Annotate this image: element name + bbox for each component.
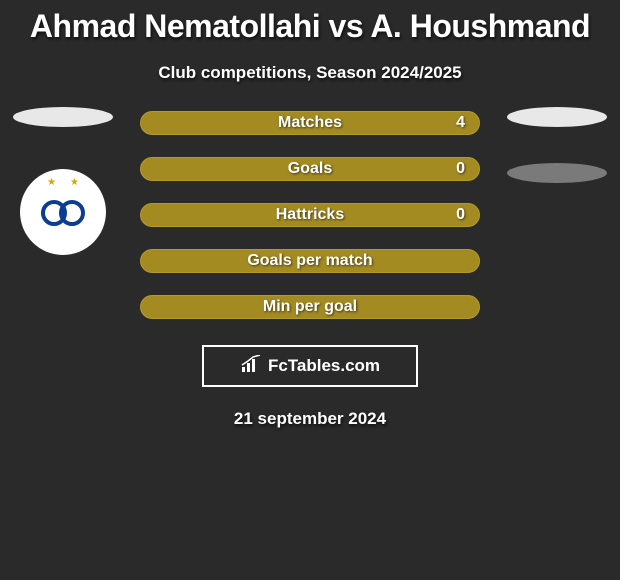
player-right-silhouette [507, 107, 607, 127]
player-right-column [502, 107, 612, 183]
chart-icon [240, 355, 262, 378]
stat-label: Matches [141, 114, 479, 132]
club-rings-icon [40, 199, 86, 227]
comparison-content: ★★ Matches 4 Goals 0 Hattricks [0, 111, 620, 429]
stat-label: Goals per match [141, 252, 479, 270]
stat-row: Min per goal [140, 295, 480, 319]
stat-label: Min per goal [141, 298, 479, 316]
stat-row: Matches 4 [140, 111, 480, 135]
stat-row: Hattricks 0 [140, 203, 480, 227]
stat-label: Hattricks [141, 206, 479, 224]
player-left-silhouette [13, 107, 113, 127]
stats-list: Matches 4 Goals 0 Hattricks 0 Goals per … [140, 111, 480, 319]
stat-right-value: 0 [456, 206, 465, 224]
stat-label: Goals [141, 160, 479, 178]
page-title: Ahmad Nematollahi vs A. Houshmand [30, 8, 590, 45]
branding-text: FcTables.com [268, 356, 380, 376]
subtitle: Club competitions, Season 2024/2025 [158, 63, 461, 83]
club-right-placeholder [507, 163, 607, 183]
player-left-column: ★★ [8, 107, 118, 255]
stat-row: Goals per match [140, 249, 480, 273]
club-left-logo: ★★ [20, 169, 106, 255]
stat-right-value: 4 [456, 114, 465, 132]
stat-row: Goals 0 [140, 157, 480, 181]
branding-box[interactable]: FcTables.com [202, 345, 418, 387]
club-stars-icon: ★★ [47, 177, 93, 188]
stat-right-value: 0 [456, 160, 465, 178]
date-label: 21 september 2024 [0, 409, 620, 429]
